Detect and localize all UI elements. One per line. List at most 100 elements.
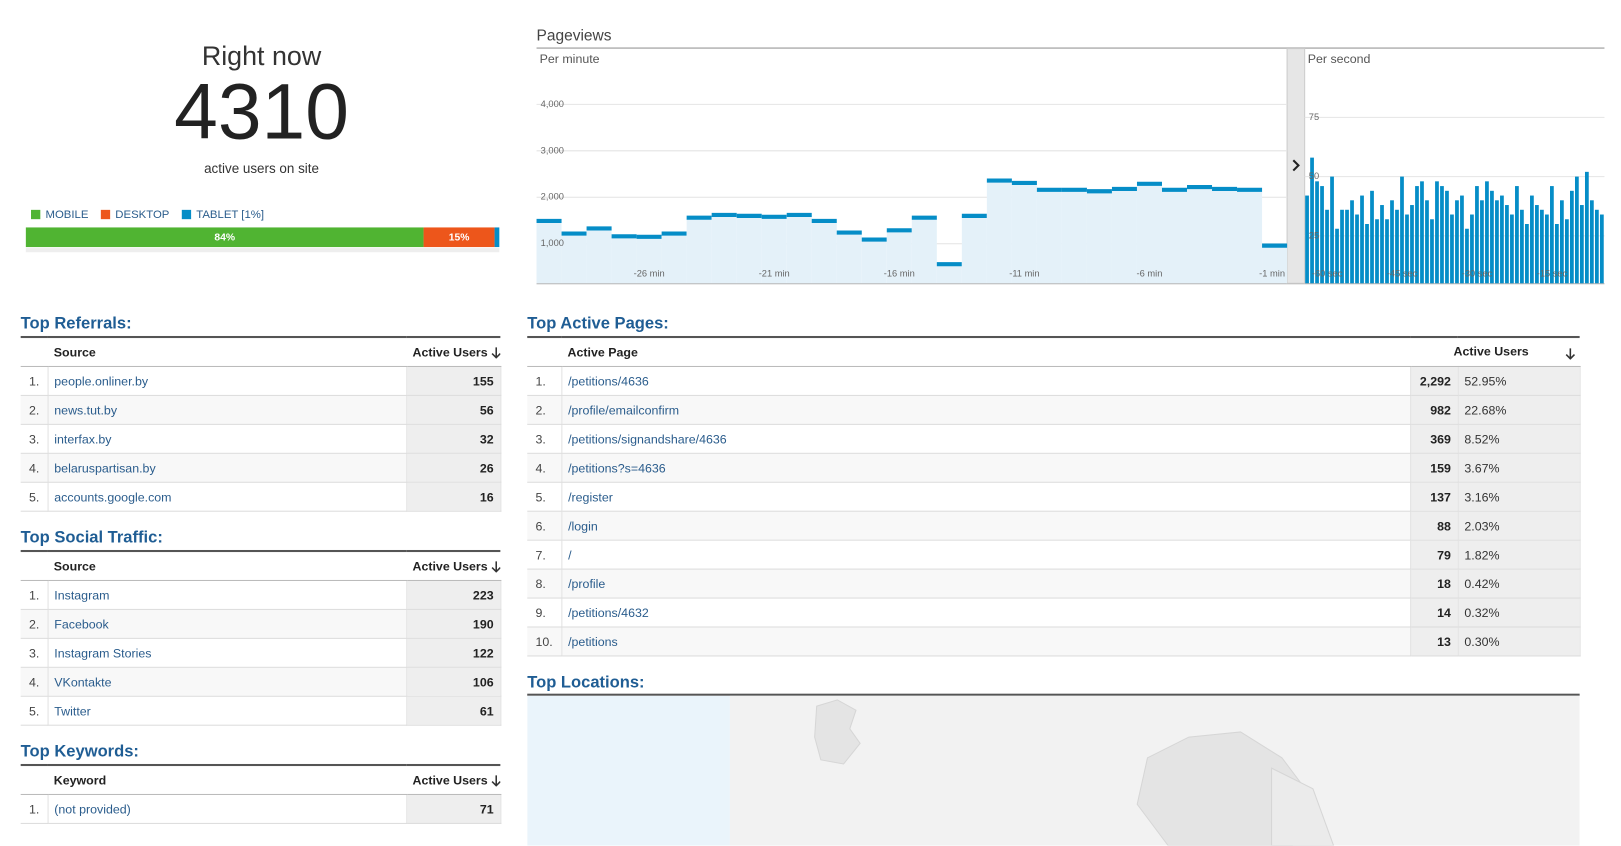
- device-share-bar: [494, 227, 500, 248]
- rank-cell: 1.: [20, 794, 49, 824]
- name-link[interactable]: /profile: [561, 569, 1411, 599]
- header-cell[interactable]: Active Users: [406, 337, 501, 367]
- header-cell: [20, 765, 48, 795]
- name-link[interactable]: Twitter: [47, 696, 407, 726]
- name-link[interactable]: /petitions: [561, 626, 1411, 657]
- name-link[interactable]: Facebook: [47, 609, 407, 639]
- name-link[interactable]: /profile/emailconfirm: [561, 395, 1411, 425]
- chart-subtitle: Per second: [1308, 52, 1371, 66]
- pageview-bar: [1545, 214, 1549, 284]
- header-row: Active Page Active Users: [527, 337, 1580, 367]
- sort-arrow[interactable]: [491, 561, 501, 574]
- rank-cell: 5.: [20, 482, 49, 512]
- pageview-step: [1161, 187, 1188, 284]
- x-tick-label: -45 sec: [1387, 268, 1418, 278]
- percent-cell: 8.52%: [1457, 424, 1581, 454]
- name-link[interactable]: /petitions/4636: [561, 366, 1411, 396]
- rank-cell: 6.: [527, 511, 562, 541]
- pageview-bar: [1390, 200, 1394, 284]
- name-link[interactable]: news.tut.by: [47, 395, 407, 425]
- header-cell[interactable]: Active Users: [406, 551, 501, 581]
- step-area: [911, 217, 937, 284]
- active-users-cell: 14: [1410, 598, 1459, 628]
- name-link[interactable]: /petitions?s=4636: [561, 453, 1411, 483]
- pageview-bar: [1540, 209, 1544, 284]
- rank-cell: 4.: [527, 453, 562, 483]
- step-area: [1061, 189, 1087, 284]
- table-row: 1./petitions/4636 2,292 52.95%: [527, 366, 1581, 396]
- step-area: [811, 220, 837, 284]
- percent-cell: 3.67%: [1457, 453, 1581, 483]
- sort-arrow[interactable]: [1565, 348, 1576, 361]
- header-row: Source Active Users: [20, 551, 501, 581]
- pageview-bar: [1310, 157, 1314, 284]
- name-link[interactable]: VKontakte: [47, 667, 407, 697]
- name-link[interactable]: (not provided): [47, 794, 407, 824]
- rank-cell: 4.: [20, 453, 49, 483]
- active-users-cell: 16: [406, 482, 501, 512]
- pageview-bar: [1599, 214, 1604, 284]
- arrow-glyph: [491, 775, 501, 788]
- overview-panel: Right now 4310 active users on site Page…: [25, 27, 1605, 285]
- x-tick-label: -21 min: [759, 268, 790, 278]
- y-tick-label: 4,000: [541, 99, 564, 109]
- pageview-bar: [1400, 176, 1404, 284]
- step-area: [1187, 187, 1213, 284]
- name-link[interactable]: /login: [561, 511, 1411, 541]
- name-link[interactable]: /petitions/4632: [561, 598, 1411, 628]
- pageview-bar: [1515, 186, 1519, 284]
- pageview-bar: [1445, 190, 1449, 284]
- rank-cell: 2.: [20, 395, 49, 425]
- name-link[interactable]: Instagram Stories: [47, 638, 407, 668]
- pageview-step: [1136, 181, 1162, 284]
- active-users-cell: 79: [1410, 540, 1459, 570]
- x-tick-label: -6 min: [1137, 268, 1163, 278]
- pageview-bar: [1565, 219, 1569, 284]
- step-area: [1262, 245, 1288, 284]
- pageview-bar: [1380, 205, 1384, 284]
- pageview-step: [936, 262, 962, 284]
- name-link[interactable]: /: [561, 540, 1411, 570]
- chart-divider[interactable]: [1286, 48, 1306, 284]
- pageview-bar: [1425, 200, 1429, 284]
- name-link[interactable]: interfax.by: [47, 424, 407, 454]
- header-cell: Source: [47, 337, 407, 367]
- name-link[interactable]: accounts.google.com: [47, 482, 407, 512]
- step-area: [1086, 191, 1112, 284]
- rank-cell: 9.: [527, 598, 562, 628]
- sort-arrow[interactable]: [491, 775, 501, 788]
- bar-shadow: [25, 248, 500, 253]
- name-link[interactable]: Instagram: [47, 580, 407, 610]
- table-row: 3. Instagram Stories 122: [20, 638, 501, 668]
- pageview-step: [1237, 187, 1263, 284]
- pageview-bar: [1530, 195, 1534, 284]
- sort-arrow[interactable]: [491, 347, 501, 360]
- pageview-bar: [1340, 209, 1344, 284]
- step-area: [586, 228, 612, 284]
- pageview-bar: [1574, 176, 1579, 284]
- name-link[interactable]: /petitions/signandshare/4636: [561, 424, 1411, 454]
- pageview-bar: [1555, 224, 1559, 284]
- name-link[interactable]: belaruspartisan.by: [47, 453, 407, 483]
- legend-swatch: [181, 209, 192, 220]
- name-link[interactable]: /register: [561, 482, 1411, 512]
- table-row: 1. Instagram 223: [20, 580, 501, 610]
- name-link[interactable]: people.onliner.by: [47, 366, 407, 396]
- rank-cell: 2.: [20, 609, 49, 639]
- header-row: Keyword Active Users: [20, 765, 501, 795]
- header-cell[interactable]: Active Users: [1410, 337, 1580, 367]
- step-area: [1111, 188, 1137, 284]
- header-cell: Keyword: [47, 765, 407, 795]
- step-area: [736, 215, 762, 284]
- header-cell: Active Page: [561, 337, 1411, 367]
- device-share-label: 15%: [449, 233, 470, 244]
- table-row: 4. belaruspartisan.by 26: [20, 453, 501, 483]
- sort-holder: [1562, 346, 1576, 361]
- y-tick-label: 2,000: [541, 192, 564, 202]
- expand-arrow[interactable]: [1292, 159, 1300, 172]
- table-row: 5. Twitter 61: [20, 696, 501, 726]
- table-row: 3./petitions/signandshare/4636 369 8.52%: [527, 424, 1581, 454]
- rank-cell: 10.: [527, 626, 562, 657]
- header-cell[interactable]: Active Users: [406, 765, 501, 795]
- pageview-step: [686, 215, 712, 284]
